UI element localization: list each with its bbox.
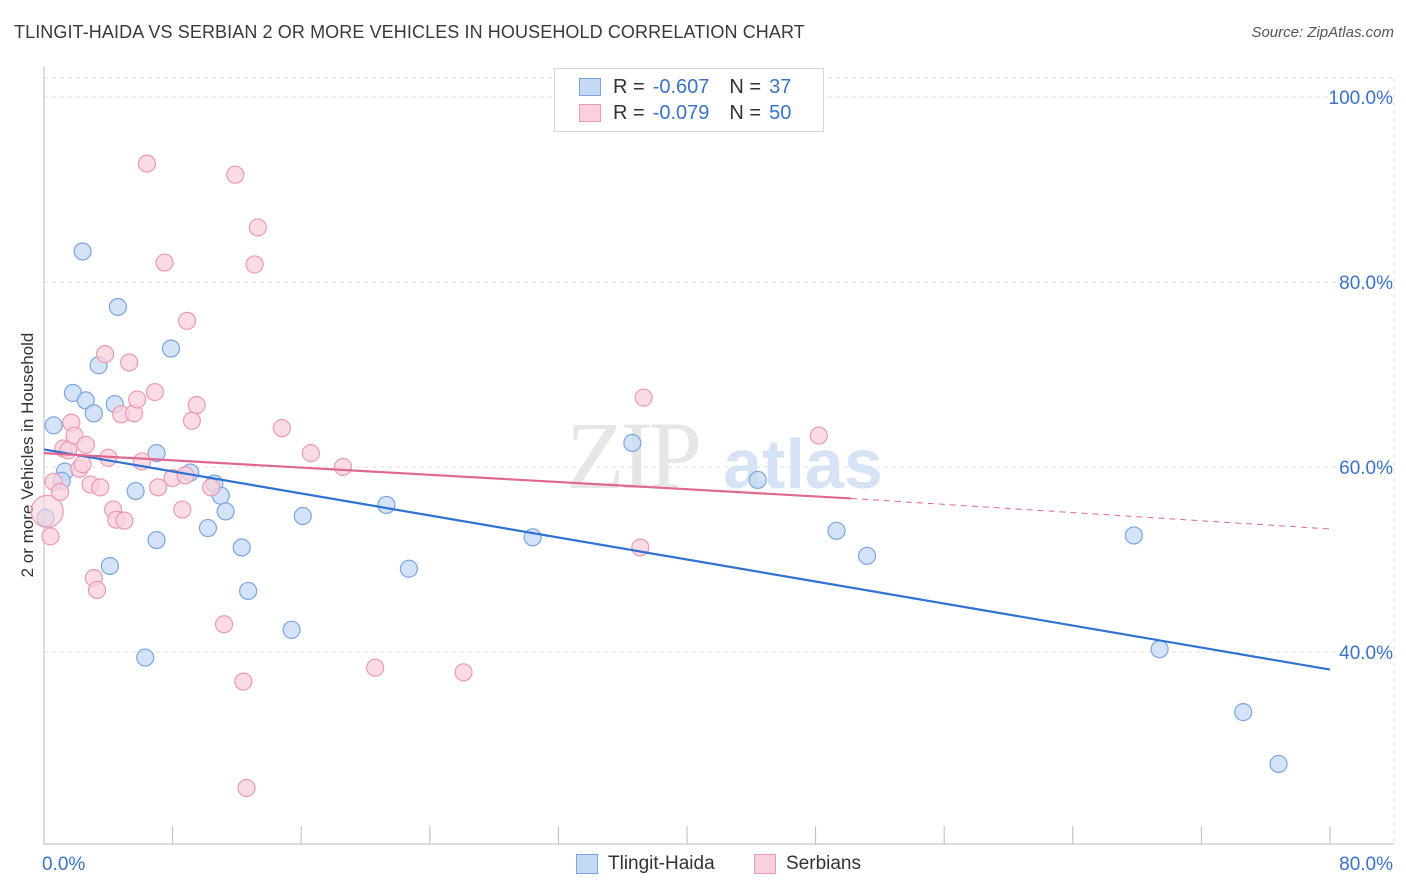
serbians-point: [245, 255, 264, 274]
tlingit-haida-point: [1234, 703, 1253, 722]
x-tick-label: 80.0%: [1339, 854, 1393, 875]
legend-r-label: R =: [613, 75, 645, 98]
serbians-point: [149, 478, 168, 497]
serbians-point: [128, 390, 147, 409]
legend-r-label: R =: [613, 101, 645, 124]
tlingit-haida-point: [857, 546, 877, 565]
tlingit-haida-point: [147, 444, 166, 463]
tlingit-haida-point: [216, 502, 235, 521]
serbians-point: [202, 478, 221, 497]
serbians-point: [137, 154, 156, 173]
legend-swatch-pink: [754, 854, 776, 874]
legend-swatch-blue: [576, 854, 598, 874]
serbians-point: [182, 411, 201, 430]
serbians-point: [214, 615, 234, 634]
tlingit-haida-point: [136, 648, 155, 667]
data-points: [30, 154, 1288, 798]
serbians-point: [41, 527, 60, 546]
watermark-atlas: atlas: [723, 425, 883, 503]
serbians-point: [187, 395, 206, 415]
y-tick-label: 80.0%: [1339, 273, 1393, 294]
legend-row-serbians: R = -0.079 N = 50: [579, 100, 791, 126]
serbians-point: [226, 165, 245, 184]
tick-labels: 40.0% 60.0% 80.0% 100.0% 0.0% 80.0%: [42, 88, 1393, 875]
serbians-point: [95, 345, 115, 364]
tlingit-haida-point: [293, 506, 312, 526]
serbians-point: [272, 419, 292, 438]
serbians-point: [248, 218, 267, 237]
tlingit-haida-point: [282, 620, 301, 639]
serbians-point: [73, 455, 92, 474]
tlingit-haida-point: [100, 556, 120, 576]
serbians-point: [120, 353, 139, 372]
serbians-point: [237, 778, 256, 798]
tlingit-haida-point: [239, 581, 258, 601]
serbians-point: [333, 457, 353, 477]
serbians-point: [366, 658, 385, 677]
tlingit-haida-point: [748, 470, 767, 490]
legend-swatch-pink: [579, 104, 601, 122]
serbians-point: [301, 444, 320, 463]
serbians-point: [634, 388, 653, 407]
serbians-point: [177, 311, 197, 330]
tlingit-haida-point: [827, 521, 846, 540]
serbians-point: [30, 494, 64, 528]
serbians-point: [145, 382, 165, 402]
y-tick-label: 40.0%: [1339, 643, 1393, 664]
tlingit-haida-point: [84, 404, 103, 423]
serbians-point: [91, 478, 110, 497]
tlingit-haida-point: [232, 538, 251, 557]
watermark-zip: ZIP: [566, 402, 699, 509]
tlingit-haida-point: [76, 391, 95, 410]
tlingit-haida-point: [73, 242, 92, 261]
x-tick-label: 0.0%: [42, 854, 85, 875]
tlingit-haida-point: [1124, 526, 1143, 545]
tlingit-haida-point: [108, 297, 128, 317]
legend-r-value: -0.079: [652, 101, 710, 124]
legend-row-tlingit: R = -0.607 N = 37: [579, 74, 791, 100]
chart-title: TLINGIT-HAIDA VS SERBIAN 2 OR MORE VEHIC…: [14, 22, 805, 42]
y-tick-label: 60.0%: [1339, 458, 1393, 479]
tlingit-haida-trendline: [43, 448, 1331, 671]
legend-label: Serbians: [786, 853, 861, 874]
serbians-point: [87, 580, 107, 600]
trendlines: [43, 448, 1331, 671]
tlingit-haida-point: [44, 416, 63, 435]
serbians-trendline: [850, 497, 1331, 530]
legend-n-label: N =: [729, 75, 762, 98]
serbians-point: [173, 500, 192, 519]
legend-item-tlingit-haida[interactable]: Tlingit-Haida: [576, 852, 715, 876]
serbians-point: [155, 253, 174, 272]
serbians-trendline: [43, 452, 852, 500]
legend-n-value: 37: [769, 75, 792, 98]
serbians-point: [234, 672, 253, 691]
grid: [44, 77, 1395, 844]
tlingit-haida-point: [161, 339, 181, 358]
legend-n-value: 50: [769, 101, 792, 124]
serbians-point: [454, 663, 473, 682]
tlingit-haida-point: [198, 518, 218, 538]
source-label: Source: ZipAtlas.com: [1251, 24, 1394, 41]
tlingit-haida-point: [399, 559, 419, 578]
tlingit-haida-point: [623, 433, 642, 453]
serbians-point: [76, 435, 95, 454]
axes: [43, 67, 1394, 845]
tlingit-haida-point: [1269, 754, 1288, 774]
serbians-point: [115, 511, 134, 530]
legend-n-label: N =: [729, 101, 762, 124]
legend-swatch-blue: [579, 78, 601, 96]
stats-legend: R = -0.607 N = 37 R = -0.079 N = 50: [554, 68, 824, 132]
legend-item-serbians[interactable]: Serbians: [754, 852, 861, 876]
tlingit-haida-point: [126, 481, 145, 501]
tlingit-haida-point: [1150, 640, 1169, 659]
serbians-point: [809, 426, 828, 445]
legend-label: Tlingit-Haida: [608, 853, 715, 874]
y-tick-label: 100.0%: [1329, 88, 1394, 109]
tlingit-haida-point: [377, 495, 396, 515]
legend-r-value: -0.607: [652, 75, 710, 98]
watermark: ZIP atlas: [566, 402, 883, 509]
tlingit-haida-point: [147, 530, 166, 550]
serbians-point: [50, 482, 70, 502]
